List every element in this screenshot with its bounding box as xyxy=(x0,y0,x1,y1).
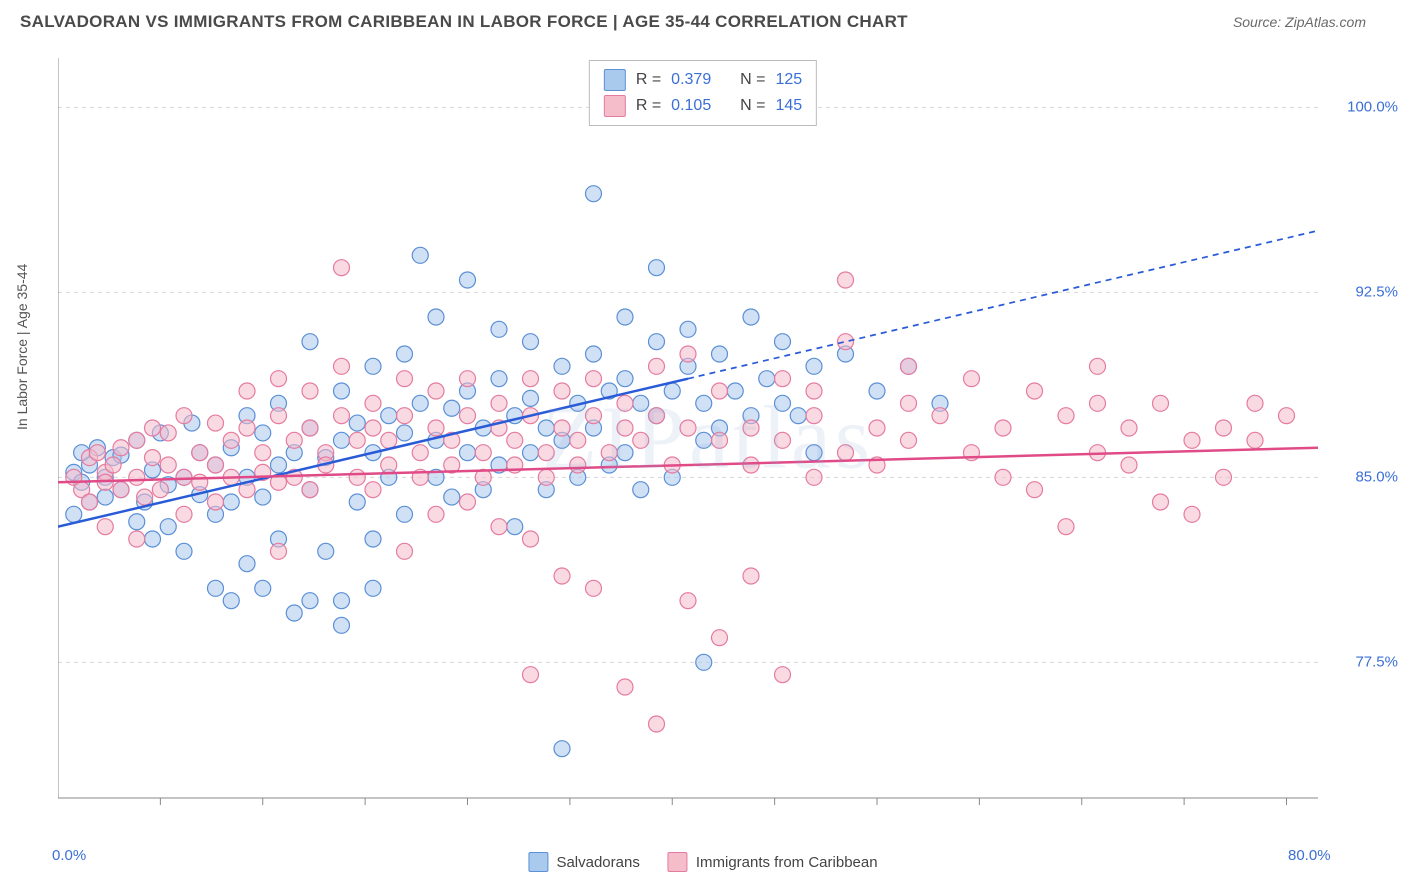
n-value: 145 xyxy=(775,97,802,115)
x-tick-label: 0.0% xyxy=(52,847,86,864)
legend-swatch xyxy=(528,852,548,872)
n-value: 125 xyxy=(775,71,802,89)
n-label: N = xyxy=(740,71,765,89)
r-label: R = xyxy=(636,97,661,115)
legend-row: R = 0.379 N = 125 xyxy=(604,67,802,93)
legend-swatch xyxy=(604,95,626,117)
r-label: R = xyxy=(636,71,661,89)
legend-swatch xyxy=(668,852,688,872)
correlation-legend: R = 0.379 N = 125 R = 0.105 N = 145 xyxy=(589,60,817,126)
scatter-plot xyxy=(58,58,1358,818)
chart-area: ZIPatlas xyxy=(58,58,1358,818)
series-legend: Salvadorans Immigrants from Caribbean xyxy=(528,852,877,872)
legend-item: Immigrants from Caribbean xyxy=(668,852,878,872)
y-tick-label: 85.0% xyxy=(1355,469,1398,486)
n-label: N = xyxy=(740,97,765,115)
chart-title: SALVADORAN VS IMMIGRANTS FROM CARIBBEAN … xyxy=(20,12,908,32)
legend-label: Immigrants from Caribbean xyxy=(696,854,878,871)
legend-swatch xyxy=(604,69,626,91)
y-tick-label: 100.0% xyxy=(1347,99,1398,116)
legend-label: Salvadorans xyxy=(556,854,639,871)
legend-item: Salvadorans xyxy=(528,852,639,872)
y-axis-label: In Labor Force | Age 35-44 xyxy=(14,264,30,430)
y-tick-label: 92.5% xyxy=(1355,284,1398,301)
r-value: 0.105 xyxy=(671,97,711,115)
source-label: Source: ZipAtlas.com xyxy=(1233,14,1366,30)
legend-row: R = 0.105 N = 145 xyxy=(604,93,802,119)
y-tick-label: 77.5% xyxy=(1355,654,1398,671)
r-value: 0.379 xyxy=(671,71,711,89)
x-tick-label: 80.0% xyxy=(1288,847,1331,864)
